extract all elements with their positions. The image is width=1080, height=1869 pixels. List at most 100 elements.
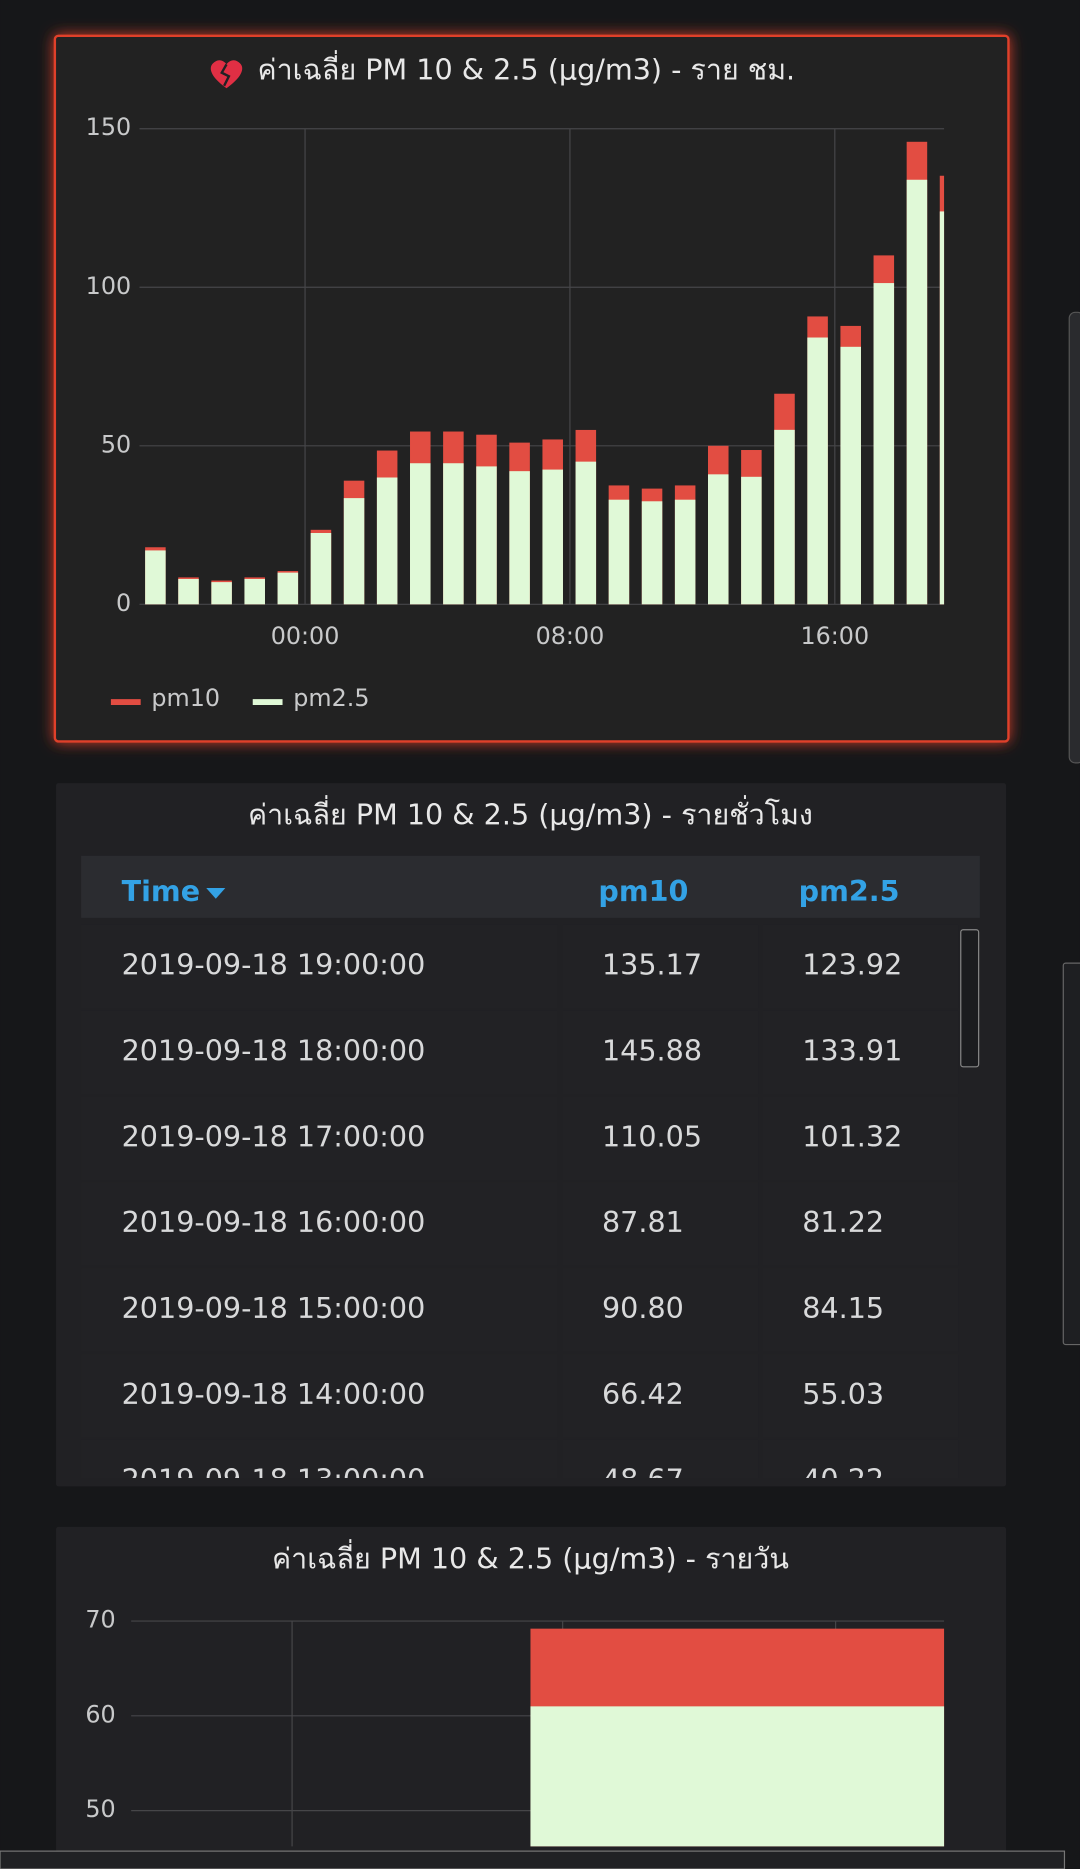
bar [708, 474, 729, 605]
cell-text: 101.32 [802, 1119, 902, 1153]
cell-text: 2019-09-18 19:00:00 [122, 948, 426, 982]
cell-text: 145.88 [602, 1034, 702, 1068]
bar [277, 572, 299, 605]
cell-text: 55.03 [802, 1377, 884, 1411]
x-tick-label: 00:00 [271, 622, 340, 650]
cell-text: 133.91 [802, 1034, 902, 1068]
cell-text: 123.92 [802, 948, 902, 982]
table-cell [81, 924, 558, 1009]
x-tick-label: 08:00 [536, 622, 605, 650]
table-cell [762, 924, 959, 1009]
scrollbar[interactable] [1062, 962, 1080, 1346]
scrollbar[interactable] [1068, 311, 1080, 764]
bar [873, 283, 895, 605]
table-cell [81, 1268, 558, 1352]
table-cell [562, 924, 759, 1009]
alert-icon-crack [220, 63, 231, 87]
legend-label: pm10 [151, 684, 220, 712]
table-cell [762, 1182, 959, 1266]
bar [840, 346, 861, 605]
y-tick-label: 100 [86, 272, 131, 300]
cell-text: 40.22 [802, 1463, 884, 1497]
table-cell [562, 1268, 759, 1352]
bar [376, 477, 398, 605]
table-cell [762, 1268, 959, 1352]
table-cell [81, 1182, 558, 1266]
table-cell [562, 1096, 759, 1181]
table-cell [81, 1096, 558, 1181]
cell-text: 81.22 [802, 1205, 884, 1239]
cell-text: 2019-09-18 14:00:00 [122, 1377, 426, 1411]
panel [53, 34, 1010, 743]
panel-title: ค่าเฉลี่ย PM 10 & 2.5 (µg/m3) - ราย ชม. [258, 51, 796, 87]
bar [575, 461, 597, 605]
table-cell [762, 1096, 959, 1181]
cell-text: 110.05 [602, 1119, 702, 1153]
y-tick-label: 60 [85, 1700, 115, 1728]
bar [906, 179, 928, 605]
table-cell [562, 1010, 759, 1095]
bar [145, 550, 166, 605]
cell-text: 2019-09-18 13:00:00 [122, 1463, 426, 1497]
bar [509, 471, 530, 605]
y-tick-label: 50 [101, 430, 131, 458]
cell-text: 87.81 [602, 1205, 684, 1239]
y-tick-label: 0 [116, 589, 131, 617]
panel-title: ค่าเฉลี่ย PM 10 & 2.5 (µg/m3) - รายชั่วโ… [248, 795, 813, 831]
sort-arrow [206, 888, 226, 899]
bar [410, 463, 431, 605]
bar [211, 582, 232, 605]
cell-text: 2019-09-18 18:00:00 [122, 1034, 426, 1068]
column-header: pm10 [598, 874, 688, 908]
cell-text: 90.80 [602, 1291, 684, 1325]
bar [807, 337, 828, 605]
table: Time pm10 pm2.5 2019-09-18 19:00:00 135.17 12… [81, 855, 980, 1497]
cell-text: 84.15 [802, 1291, 884, 1325]
bar [178, 578, 199, 605]
x-tick-label: 16:00 [800, 622, 869, 650]
bars [145, 141, 945, 605]
bar [476, 466, 497, 605]
table-header [81, 855, 980, 918]
table-cell [81, 1354, 558, 1438]
bar [674, 499, 696, 605]
daily-chart: 50 60 70 [85, 1606, 945, 1847]
table-cell [81, 1439, 558, 1479]
bar [244, 578, 265, 605]
cell-text: 2019-09-18 17:00:00 [122, 1119, 426, 1153]
bar [608, 499, 630, 605]
table-cell [762, 1439, 959, 1479]
y-tick-label: 70 [85, 1606, 115, 1634]
bar [343, 498, 365, 605]
table-cell [562, 1182, 759, 1266]
bottom-bar [0, 1850, 1066, 1869]
column-header[interactable]: Time [122, 874, 201, 908]
cell-text: 2019-09-18 16:00:00 [122, 1205, 426, 1239]
cell-text: 135.17 [602, 948, 702, 982]
table-body: 2019-09-18 19:00:00 135.17 123.92 2019-09-1… [81, 924, 959, 1497]
bar [443, 463, 464, 605]
bar [530, 1706, 945, 1847]
table-cell [562, 1439, 759, 1479]
table-scrollbar[interactable] [960, 929, 980, 1068]
table-cell [81, 1010, 558, 1095]
cell-text: 66.42 [602, 1377, 684, 1411]
bar [741, 476, 762, 605]
column-header: pm2.5 [799, 874, 900, 908]
cell-text: 2019-09-18 15:00:00 [122, 1291, 426, 1325]
hourly-chart: 0 50 100 150 00:00 08:00 16:00 pm10 pm2.5 [86, 113, 945, 712]
y-tick-label: 150 [86, 113, 131, 141]
table-cell [762, 1010, 959, 1095]
bar [542, 469, 563, 605]
bar [310, 532, 332, 605]
y-tick-label: 50 [85, 1795, 115, 1823]
table-cell [562, 1354, 759, 1438]
cell-text: 48.67 [602, 1463, 684, 1497]
bar [641, 501, 663, 605]
panel-title: ค่าเฉลี่ย PM 10 & 2.5 (µg/m3) - รายวัน [272, 1539, 789, 1575]
legend-label: pm2.5 [293, 684, 369, 712]
table-cell [762, 1354, 959, 1438]
bar [774, 429, 795, 605]
bar [939, 211, 945, 605]
